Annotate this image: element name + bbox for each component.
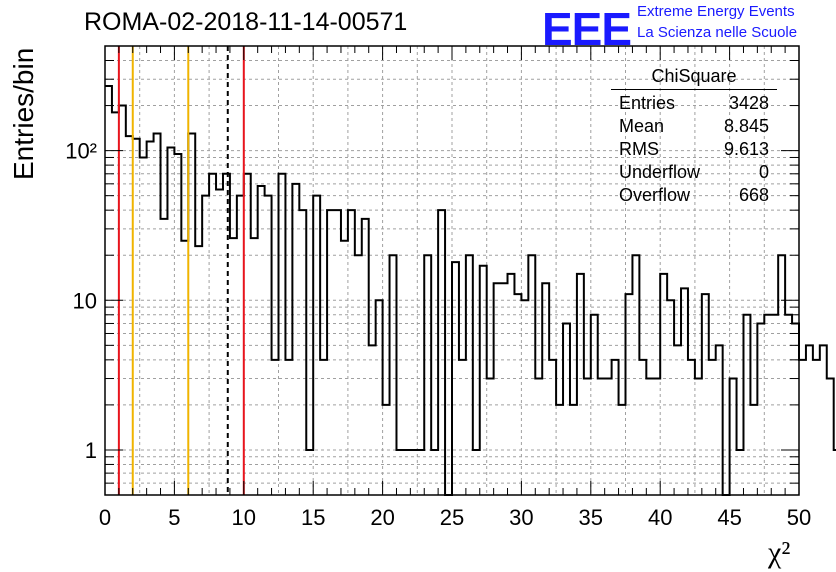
x-tick-label: 50 (787, 505, 811, 530)
histogram-series (105, 85, 836, 496)
stats-value: 0 (758, 162, 769, 182)
stats-value: 3428 (728, 93, 769, 113)
y-tick-label: 10² (65, 139, 97, 164)
x-tick-label: 40 (648, 505, 672, 530)
x-tick-label: 25 (440, 505, 464, 530)
x-tick-label: 35 (579, 505, 603, 530)
stats-row: RMS 9.613 (611, 138, 777, 161)
x-tick-label: 15 (301, 505, 325, 530)
x-tick-label: 45 (717, 505, 741, 530)
x-axis-label: χ² (768, 536, 791, 569)
stats-value: 9.613 (723, 139, 769, 159)
x-tick-label: 30 (509, 505, 533, 530)
stats-title: ChiSquare (611, 66, 777, 90)
x-tick-label: 20 (370, 505, 394, 530)
stats-box: ChiSquare Entries 3428 Mean 8.845 RMS 9.… (611, 66, 777, 207)
chart-title: ROMA-02-2018-11-14-00571 (84, 8, 408, 36)
eee-logo: EEE (542, 3, 632, 55)
stats-row: Mean 8.845 (611, 115, 777, 138)
stats-label: Overflow (619, 185, 691, 205)
x-tick-label: 0 (99, 505, 111, 530)
y-tick-label: 1 (85, 438, 97, 463)
stats-row: Overflow 668 (611, 184, 777, 207)
stats-label: Mean (619, 116, 665, 136)
stats-value: 668 (738, 185, 769, 205)
stats-row: Entries 3428 (611, 92, 777, 115)
stats-label: Entries (619, 93, 676, 113)
x-tick-label: 5 (168, 505, 180, 530)
y-tick-label: 10 (73, 288, 97, 313)
x-tick-label: 10 (232, 505, 256, 530)
stats-label: RMS (619, 139, 659, 159)
stats-row: Underflow 0 (611, 161, 777, 184)
logo-subtitle-1: Extreme Energy Events (637, 3, 795, 20)
y-axis-label: Entries/bin (8, 47, 39, 180)
stats-value: 8.845 (723, 116, 769, 136)
logo-subtitle-2: La Scienza nelle Scuole (637, 24, 798, 41)
stats-label: Underflow (619, 162, 701, 182)
